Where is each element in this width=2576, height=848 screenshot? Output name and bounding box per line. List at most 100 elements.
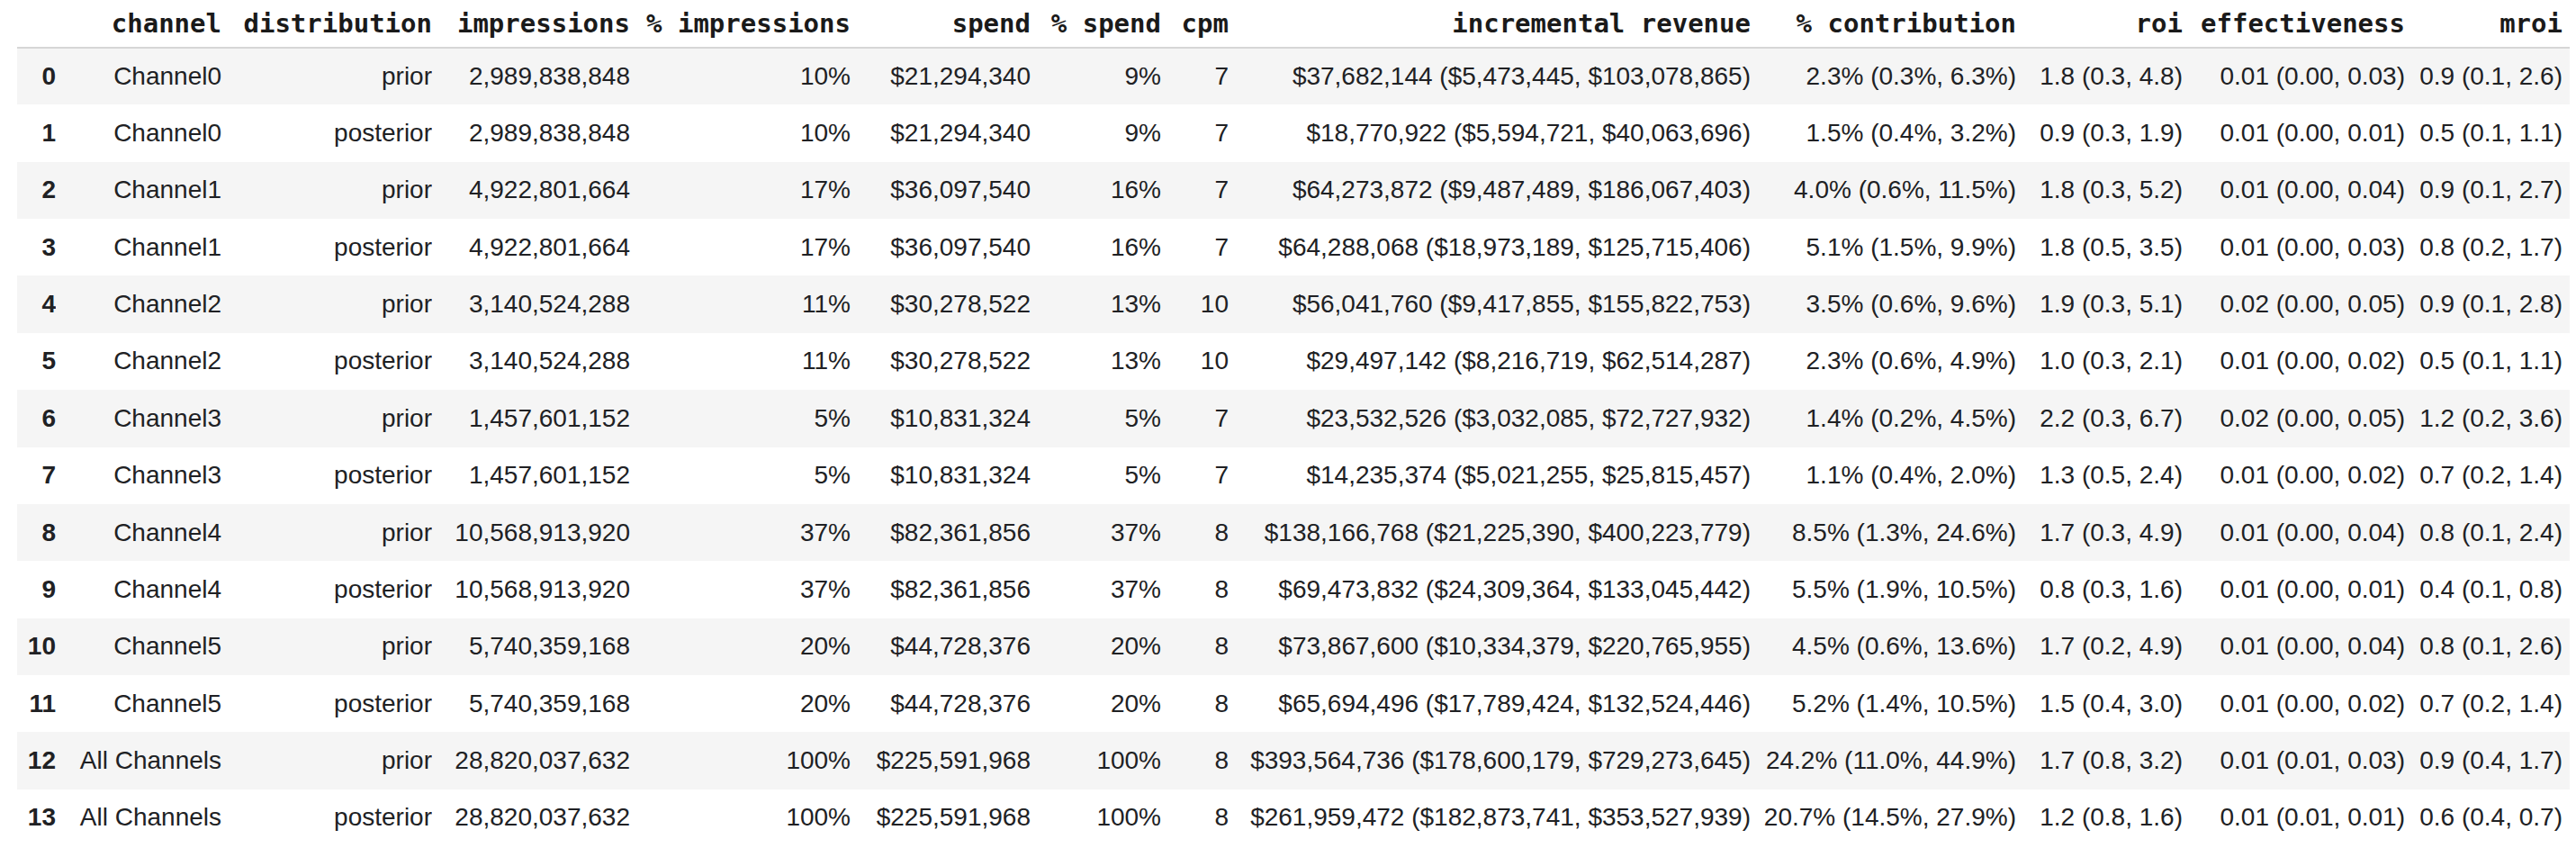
table-cell: 5.1% (1.5%, 9.9%) — [1751, 219, 2016, 275]
table-cell: 8 — [1161, 618, 1229, 675]
header-channel: channel — [56, 0, 221, 48]
row-index: 6 — [17, 390, 56, 447]
table-cell: 0.8 (0.3, 1.6) — [2016, 561, 2183, 618]
table-cell: 5% — [1031, 390, 1161, 447]
table-cell: Channel0 — [56, 48, 221, 104]
table-cell: 1.4% (0.2%, 4.5%) — [1751, 390, 2016, 447]
row-index: 9 — [17, 561, 56, 618]
table-cell: 1.5 (0.4, 3.0) — [2016, 675, 2183, 732]
table-cell: $30,278,522 — [851, 275, 1031, 332]
table-cell: 10 — [1161, 275, 1229, 332]
table-cell: $10,831,324 — [851, 447, 1031, 504]
table-body: 0Channel0prior2,989,838,84810%$21,294,34… — [17, 48, 2570, 846]
header-pct-impressions: % impressions — [630, 0, 851, 48]
table-row: 1Channel0posterior2,989,838,84810%$21,29… — [17, 104, 2570, 161]
table-cell: 1,457,601,152 — [432, 447, 630, 504]
table-cell: $393,564,736 ($178,600,179, $729,273,645… — [1229, 732, 1751, 789]
table-cell: 37% — [630, 561, 851, 618]
table-row: 11Channel5posterior5,740,359,16820%$44,7… — [17, 675, 2570, 732]
table-cell: $44,728,376 — [851, 675, 1031, 732]
table-cell: 8 — [1161, 675, 1229, 732]
table-cell: Channel5 — [56, 675, 221, 732]
table-row: 7Channel3posterior1,457,601,1525%$10,831… — [17, 447, 2570, 504]
table-cell: 0.01 (0.00, 0.03) — [2183, 48, 2405, 104]
row-index: 11 — [17, 675, 56, 732]
table-cell: Channel2 — [56, 333, 221, 390]
row-index: 12 — [17, 732, 56, 789]
table-cell: 7 — [1161, 162, 1229, 219]
table-cell: posterior — [221, 219, 432, 275]
media-summary-table: channel distribution impressions % impre… — [17, 0, 2570, 846]
table-cell: 0.01 (0.00, 0.02) — [2183, 333, 2405, 390]
table-cell: posterior — [221, 333, 432, 390]
table-cell: 1.2 (0.2, 3.6) — [2405, 390, 2570, 447]
table-cell: 7 — [1161, 219, 1229, 275]
table-cell: 0.01 (0.01, 0.01) — [2183, 789, 2405, 846]
header-pct-spend: % spend — [1031, 0, 1161, 48]
table-cell: posterior — [221, 675, 432, 732]
table-cell: $36,097,540 — [851, 162, 1031, 219]
table-cell: 37% — [1031, 504, 1161, 561]
table-cell: 7 — [1161, 104, 1229, 161]
table-row: 4Channel2prior3,140,524,28811%$30,278,52… — [17, 275, 2570, 332]
table-cell: 100% — [1031, 732, 1161, 789]
table-cell: 0.6 (0.4, 0.7) — [2405, 789, 2570, 846]
table-cell: 0.8 (0.1, 2.4) — [2405, 504, 2570, 561]
table-header: channel distribution impressions % impre… — [17, 0, 2570, 48]
table-cell: 5,740,359,168 — [432, 675, 630, 732]
table-row: 13All Channelsposterior28,820,037,632100… — [17, 789, 2570, 846]
media-summary-table-container: channel distribution impressions % impre… — [0, 0, 2576, 848]
table-cell: 24.2% (11.0%, 44.9%) — [1751, 732, 2016, 789]
table-cell: Channel4 — [56, 504, 221, 561]
table-cell: $37,682,144 ($5,473,445, $103,078,865) — [1229, 48, 1751, 104]
table-cell: 0.8 (0.1, 2.6) — [2405, 618, 2570, 675]
table-cell: 0.7 (0.2, 1.4) — [2405, 447, 2570, 504]
table-row: 6Channel3prior1,457,601,1525%$10,831,324… — [17, 390, 2570, 447]
table-cell: Channel3 — [56, 447, 221, 504]
table-cell: $82,361,856 — [851, 561, 1031, 618]
table-cell: 1.8 (0.3, 5.2) — [2016, 162, 2183, 219]
table-cell: 5% — [1031, 447, 1161, 504]
table-cell: 0.4 (0.1, 0.8) — [2405, 561, 2570, 618]
table-cell: 3,140,524,288 — [432, 333, 630, 390]
row-index: 8 — [17, 504, 56, 561]
table-cell: Channel2 — [56, 275, 221, 332]
table-cell: 1.7 (0.8, 3.2) — [2016, 732, 2183, 789]
table-cell: 5% — [630, 447, 851, 504]
table-cell: All Channels — [56, 789, 221, 846]
table-cell: 16% — [1031, 162, 1161, 219]
table-cell: $18,770,922 ($5,594,721, $40,063,696) — [1229, 104, 1751, 161]
header-row: channel distribution impressions % impre… — [17, 0, 2570, 48]
table-cell: 0.02 (0.00, 0.05) — [2183, 390, 2405, 447]
table-cell: 5.2% (1.4%, 10.5%) — [1751, 675, 2016, 732]
table-cell: Channel3 — [56, 390, 221, 447]
table-cell: 1.7 (0.3, 4.9) — [2016, 504, 2183, 561]
table-cell: prior — [221, 390, 432, 447]
table-cell: prior — [221, 504, 432, 561]
table-cell: $225,591,968 — [851, 732, 1031, 789]
header-pct-contribution: % contribution — [1751, 0, 2016, 48]
header-incremental-revenue: incremental revenue — [1229, 0, 1751, 48]
header-cpm: cpm — [1161, 0, 1229, 48]
table-cell: posterior — [221, 789, 432, 846]
table-cell: $138,166,768 ($21,225,390, $400,223,779) — [1229, 504, 1751, 561]
table-cell: $64,273,872 ($9,487,489, $186,067,403) — [1229, 162, 1751, 219]
table-row: 0Channel0prior2,989,838,84810%$21,294,34… — [17, 48, 2570, 104]
row-index: 3 — [17, 219, 56, 275]
header-mroi: mroi — [2405, 0, 2570, 48]
table-cell: 10,568,913,920 — [432, 561, 630, 618]
table-cell: prior — [221, 618, 432, 675]
table-cell: 5,740,359,168 — [432, 618, 630, 675]
table-cell: 100% — [630, 789, 851, 846]
table-cell: 3.5% (0.6%, 9.6%) — [1751, 275, 2016, 332]
table-cell: 0.01 (0.00, 0.01) — [2183, 104, 2405, 161]
table-cell: 20% — [1031, 675, 1161, 732]
table-cell: 0.9 (0.1, 2.6) — [2405, 48, 2570, 104]
table-cell: $23,532,526 ($3,032,085, $72,727,932) — [1229, 390, 1751, 447]
table-cell: 4.5% (0.6%, 13.6%) — [1751, 618, 2016, 675]
table-cell: 20% — [630, 675, 851, 732]
table-cell: $82,361,856 — [851, 504, 1031, 561]
table-cell: 0.01 (0.00, 0.01) — [2183, 561, 2405, 618]
table-cell: 0.01 (0.00, 0.04) — [2183, 162, 2405, 219]
table-cell: $44,728,376 — [851, 618, 1031, 675]
